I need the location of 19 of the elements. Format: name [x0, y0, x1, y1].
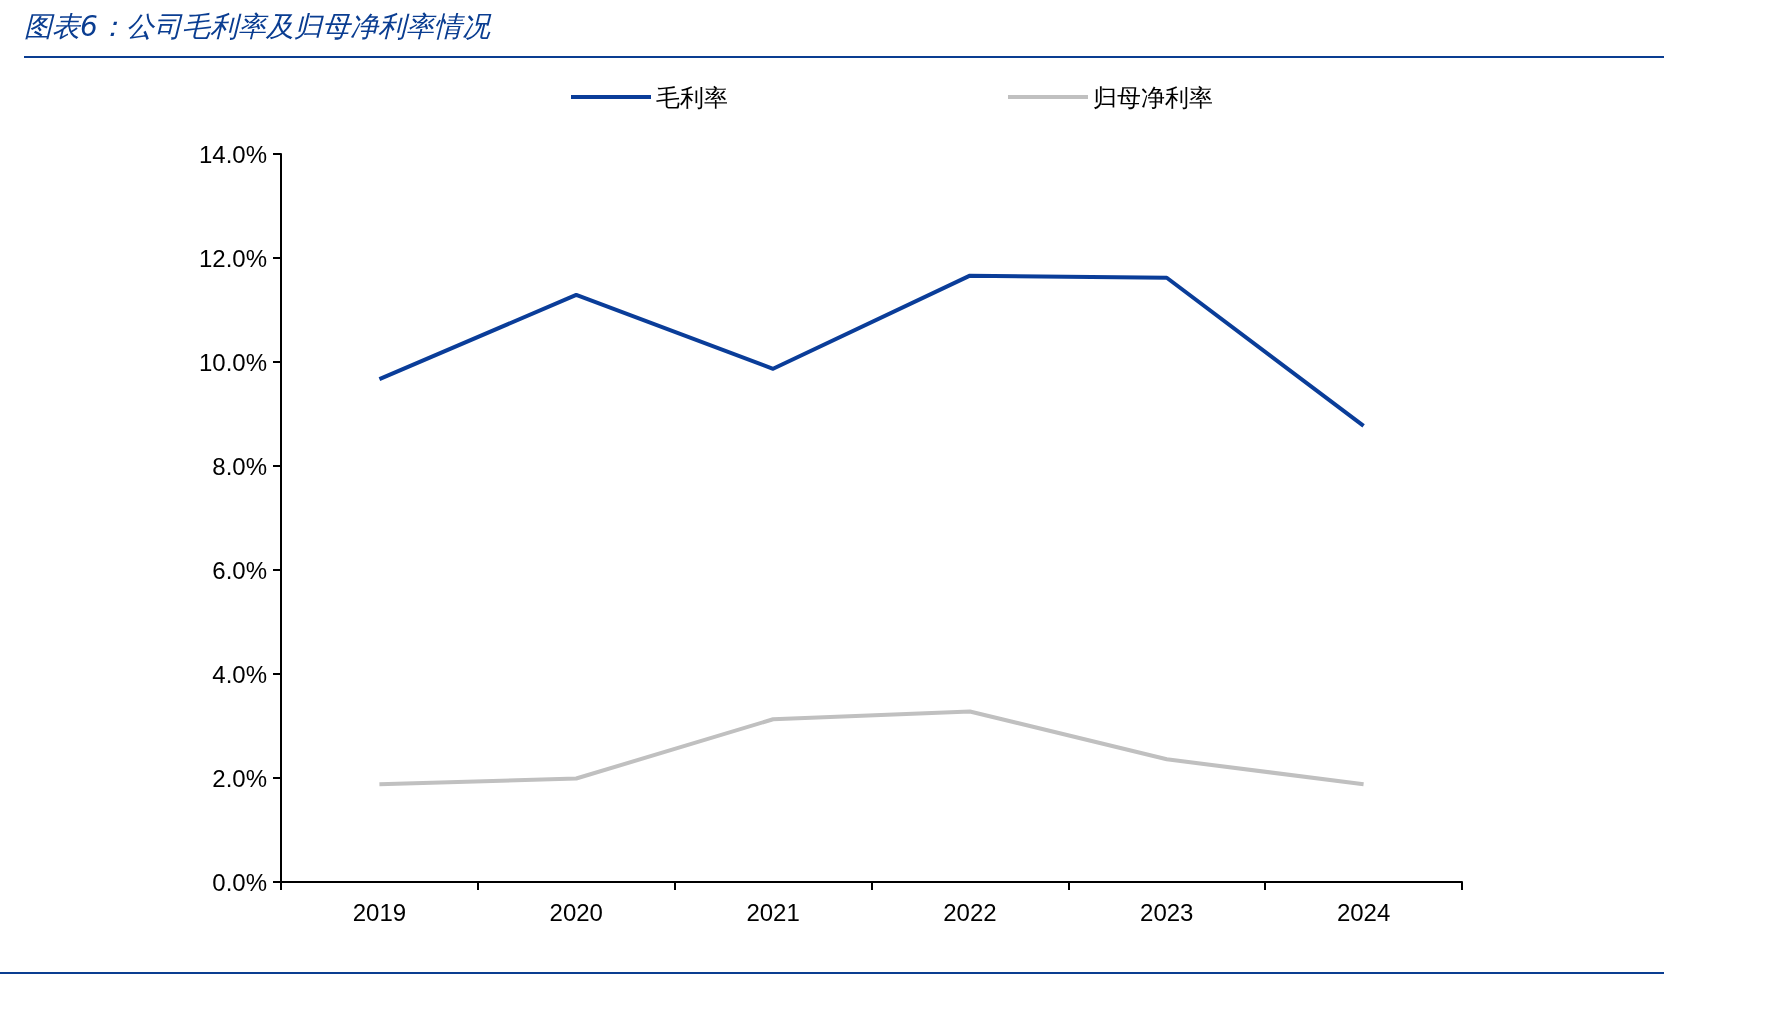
- x-tick-label: 2020: [549, 898, 603, 926]
- line-series: [377, 709, 1366, 787]
- y-tick-label: 4.0%: [212, 660, 267, 688]
- y-tick-label: 2.0%: [212, 764, 267, 792]
- y-tick-label: 8.0%: [212, 452, 267, 480]
- chart-title: 图表6：公司毛利率及归母净利率情况: [24, 4, 1664, 58]
- y-tick-label: 14.0%: [198, 140, 267, 168]
- x-tick-label: 2022: [943, 898, 997, 926]
- line-series: [377, 273, 1366, 428]
- y-tick-label: 6.0%: [212, 556, 267, 584]
- y-tick-label: 12.0%: [198, 244, 267, 272]
- legend-label: 毛利率: [656, 83, 728, 111]
- y-tick-label: 0.0%: [212, 868, 267, 896]
- legend-label: 归母净利率: [1093, 83, 1213, 111]
- x-tick-label: 2024: [1336, 898, 1391, 926]
- y-tick-label: 10.0%: [198, 348, 267, 376]
- x-tick-label: 2023: [1140, 898, 1194, 926]
- x-tick-label: 2019: [352, 898, 407, 926]
- x-tick-label: 2021: [746, 898, 800, 926]
